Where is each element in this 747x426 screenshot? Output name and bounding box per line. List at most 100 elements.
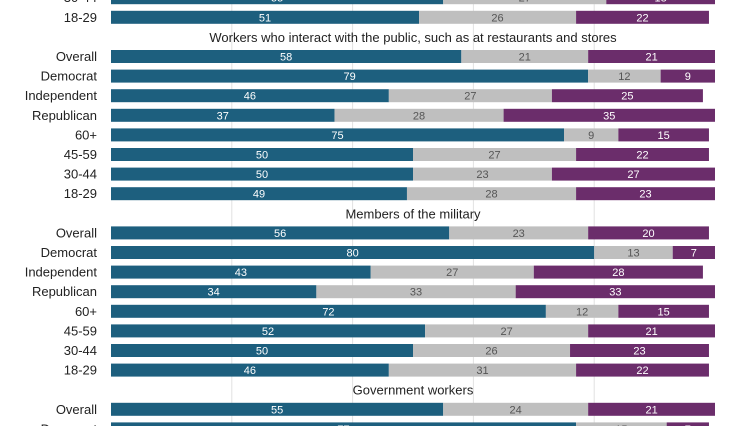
data-label-s1-r5-s0: 52 [262, 326, 274, 338]
category-label-top-0: 30-44 [64, 0, 97, 5]
bar-segment-s0-r0-s1 [461, 50, 589, 63]
data-label-s1-r4-s2: 15 [658, 306, 670, 318]
data-label-s0-r5-s2: 22 [636, 150, 648, 162]
data-label-s1-r0-s0: 56 [274, 228, 286, 240]
data-label-s0-r4-s1: 9 [588, 130, 594, 142]
category-label-s2-r0: Overall [56, 402, 97, 417]
data-label-s1-r3-s0: 34 [208, 287, 220, 299]
data-label-s0-r3-s2: 35 [603, 110, 615, 122]
data-label-s1-r2-s0: 43 [235, 267, 247, 279]
bar-segment-s0-r5-s1 [413, 148, 577, 161]
data-label-s1-r6-s1: 26 [485, 346, 497, 358]
bar-segment-s0-r6-s0 [111, 167, 413, 181]
bar-segment-s1-r7-s1 [388, 363, 577, 377]
bar-segment-s2-r1-s1 [576, 422, 667, 426]
data-label-s0-r6-s1: 23 [476, 169, 488, 181]
data-label-s1-r1-s0: 80 [346, 248, 358, 260]
bar-segment-s0-r7-s2 [576, 187, 715, 201]
data-label-top-0-s0: 55 [271, 0, 283, 5]
bar-segment-s0-r2-s1 [388, 89, 552, 103]
data-label-s0-r0-s2: 21 [645, 52, 657, 64]
bar-segment-s2-r1-s0 [111, 422, 577, 426]
data-label-s0-r7-s2: 23 [639, 189, 651, 201]
category-label-s1-r5: 45-59 [64, 323, 97, 338]
category-label-s2-r1: Democrat [41, 421, 98, 426]
data-label-s0-r1-s2: 9 [685, 71, 691, 83]
bar-segment-s1-r2-s1 [370, 265, 534, 279]
bar-segment-top-1-s2 [576, 10, 709, 24]
category-label-s1-r0: Overall [56, 225, 97, 240]
category-label-s1-r2: Independent [25, 265, 98, 280]
category-label-s1-r6: 30-44 [64, 343, 97, 358]
data-label-s0-r0-s1: 21 [519, 52, 531, 64]
bar-segment-s1-r6-s2 [570, 344, 709, 357]
bar-segment-s1-r1-s2 [672, 246, 715, 259]
bars [111, 0, 715, 426]
data-label-top-0-s2: 18 [655, 0, 667, 5]
data-label-top-1-s1: 26 [491, 12, 503, 24]
bar-segment-s0-r3-s0 [111, 108, 335, 122]
data-label-s0-r7-s1: 28 [485, 189, 497, 201]
bar-segment-s0-r2-s2 [551, 89, 703, 103]
category-label-s0-r4: 60+ [75, 127, 97, 142]
bar-segment-s0-r1-s2 [660, 69, 715, 83]
bar-segment-s0-r5-s0 [111, 148, 413, 161]
data-label-s2-r1-s1: 15 [615, 424, 627, 426]
bar-segment-s0-r4-s0 [111, 128, 564, 142]
bar-segment-s2-r0-s0 [111, 402, 444, 416]
bar-segment-s1-r1-s1 [594, 246, 673, 259]
bar-segment-s2-r0-s2 [588, 402, 715, 416]
bar-segment-s1-r2-s0 [111, 265, 371, 279]
bar-segment-s1-r7-s2 [576, 363, 709, 377]
labels: 30-44 55 27 18 18-29 51 26 22 Workers who intera… [25, 0, 697, 426]
data-label-s2-r0-s0: 55 [271, 404, 283, 416]
bar-segment-s1-r2-s2 [533, 265, 703, 279]
bar-segment-s1-r5-s2 [588, 324, 715, 338]
data-label-s0-r6-s0: 50 [256, 169, 268, 181]
data-label-s0-r5-s1: 27 [488, 150, 500, 162]
bar-segment-s1-r7-s0 [111, 363, 389, 377]
bar-segment-top-1-s1 [419, 10, 577, 24]
bar-segment-s1-r0-s2 [588, 226, 709, 240]
category-label-s0-r7: 18-29 [64, 186, 97, 201]
data-label-s0-r3-s1: 28 [413, 110, 425, 122]
bar-segment-s0-r0-s2 [588, 50, 715, 63]
category-label-s0-r3: Republican [32, 108, 97, 123]
data-label-s1-r0-s1: 23 [513, 228, 525, 240]
category-label-s1-r1: Democrat [41, 245, 98, 260]
section-title-1: Members of the military [345, 206, 481, 221]
data-label-s1-r6-s2: 23 [633, 346, 645, 358]
bar-segment-s0-r3-s1 [334, 108, 504, 122]
bar-segment-s0-r2-s0 [111, 89, 389, 103]
bar-segment-s1-r5-s0 [111, 324, 426, 338]
data-label-s1-r3-s1: 33 [410, 287, 422, 299]
data-label-s2-r1-s0: 77 [337, 424, 349, 426]
data-label-s0-r7-s0: 49 [253, 189, 265, 201]
data-label-s0-r0-s0: 58 [280, 52, 292, 64]
data-label-s2-r0-s2: 21 [645, 404, 657, 416]
data-label-s1-r2-s2: 28 [612, 267, 624, 279]
bar-segment-s0-r6-s2 [551, 167, 715, 181]
category-label-s1-r7: 18-29 [64, 363, 97, 378]
data-label-s1-r7-s0: 46 [244, 365, 256, 377]
data-label-s0-r2-s1: 27 [464, 91, 476, 103]
data-label-s0-r4-s2: 15 [658, 130, 670, 142]
bar-segment-s1-r5-s1 [425, 324, 589, 338]
category-label-s0-r1: Democrat [41, 69, 98, 84]
category-label-s0-r0: Overall [56, 49, 97, 64]
bar-segment-top-1-s0 [111, 10, 420, 24]
bar-segment-s0-r7-s0 [111, 187, 407, 201]
data-label-s1-r7-s2: 22 [636, 365, 648, 377]
bar-segment-s1-r0-s1 [449, 226, 589, 240]
bar-segment-s1-r0-s0 [111, 226, 450, 240]
data-label-top-1-s2: 22 [636, 12, 648, 24]
data-label-s1-r5-s2: 21 [645, 326, 657, 338]
data-label-s1-r0-s2: 20 [642, 228, 654, 240]
bar-segment-s0-r7-s1 [406, 187, 577, 201]
bar-segment-s0-r4-s2 [618, 128, 709, 142]
bar-segment-s1-r3-s1 [316, 285, 516, 299]
category-label-s0-r6: 30-44 [64, 167, 97, 182]
bar-segment-s0-r1-s0 [111, 69, 589, 83]
data-label-s0-r5-s0: 50 [256, 150, 268, 162]
